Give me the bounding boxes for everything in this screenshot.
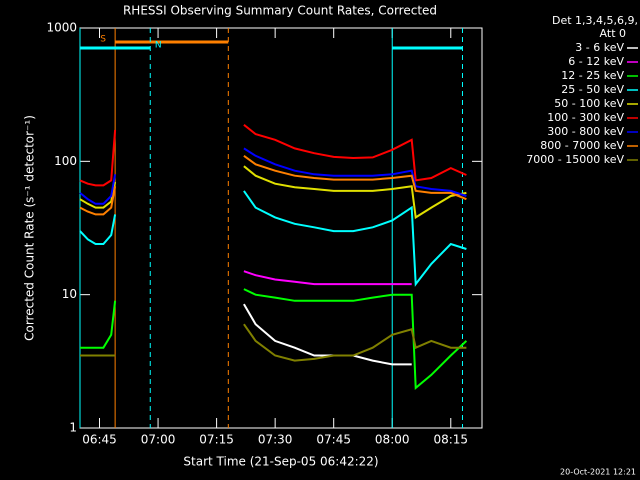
x-tick-label: 07:30	[258, 433, 293, 447]
flag-label: S	[100, 35, 106, 45]
series-line	[79, 124, 467, 187]
legend-label: 800 - 7000 keV	[540, 139, 624, 152]
series-line	[79, 190, 467, 287]
x-tick-label: 06:45	[82, 433, 117, 447]
legend-label: 25 - 50 keV	[561, 83, 624, 96]
legend-title: Att 0	[600, 27, 626, 40]
flag-label: N	[155, 41, 162, 51]
legend-title: Det 1,3,4,5,6,9,	[552, 14, 638, 27]
x-tick-label: 07:00	[141, 433, 176, 447]
legend-label: 3 - 6 keV	[575, 41, 624, 54]
legend-label: 50 - 100 keV	[554, 97, 624, 110]
x-tick-label: 07:15	[199, 433, 234, 447]
y-axis-label: Corrected Count Rate (s⁻¹ detector⁻¹)	[23, 115, 37, 341]
series-line	[243, 303, 412, 366]
series-line	[80, 288, 468, 390]
x-tick-label: 08:15	[433, 433, 468, 447]
x-tick-label: 08:00	[375, 433, 410, 447]
y-tick-label: 10	[62, 287, 77, 301]
legend-label: 12 - 25 keV	[561, 69, 624, 82]
footer: 20-Oct-2021 12:21	[560, 468, 636, 477]
chart-title: RHESSI Observing Summary Count Rates, Co…	[123, 4, 437, 18]
legend-label: 300 - 800 keV	[547, 125, 624, 138]
series-line	[243, 270, 412, 286]
legend-label: 100 - 300 keV	[547, 111, 624, 124]
plot-frame	[79, 27, 483, 429]
series-line	[80, 323, 467, 362]
y-tick-label: 100	[54, 154, 77, 168]
y-tick-label: 1000	[46, 21, 77, 35]
series-line	[79, 147, 467, 205]
y-tick-label: 1	[69, 421, 77, 435]
legend-label: 7000 - 15000 keV	[526, 153, 624, 166]
legend-label: 6 - 12 keV	[568, 55, 624, 68]
x-axis-label: Start Time (21-Sep-05 06:42:22)	[183, 455, 378, 469]
x-tick-label: 07:45	[316, 433, 351, 447]
series-line	[79, 154, 467, 216]
series-line	[79, 165, 467, 220]
